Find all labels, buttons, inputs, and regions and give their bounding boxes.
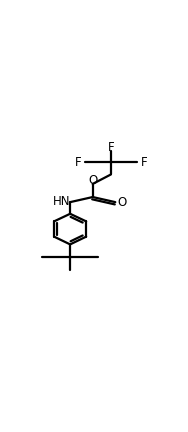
Text: O: O xyxy=(88,174,97,187)
Text: F: F xyxy=(108,141,114,154)
Text: O: O xyxy=(118,196,127,209)
Text: F: F xyxy=(75,156,81,168)
Text: HN: HN xyxy=(53,195,71,208)
Text: F: F xyxy=(140,156,147,168)
